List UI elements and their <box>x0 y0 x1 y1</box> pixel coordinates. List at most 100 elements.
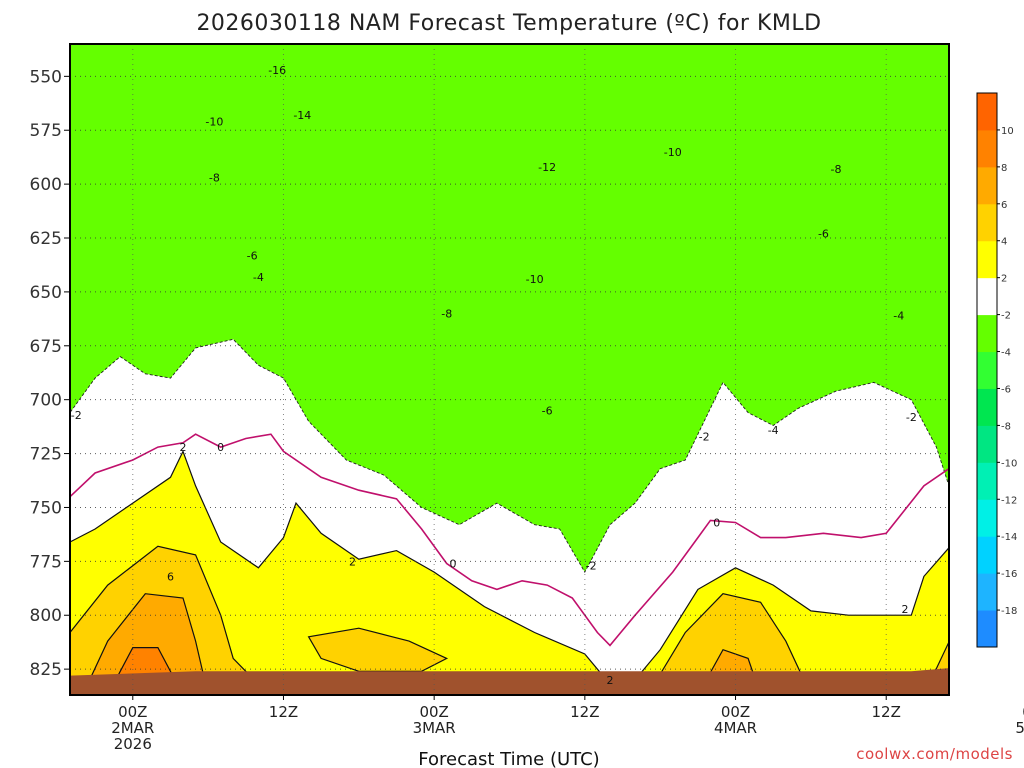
x-tick-label: 00Z <box>419 703 448 721</box>
contour-labels: -16 -14 -10 -12 -10 -8 -8 -6 -6 -4 -10 -8 -4 -6 -2 -2 -4… <box>71 64 917 687</box>
colorbar-frame <box>976 92 998 648</box>
contour-label: 2 <box>180 441 187 454</box>
colorbar-label: -10 <box>1001 458 1017 469</box>
colorbar-label: -16 <box>1001 569 1017 580</box>
region-ge_4_mid <box>646 593 812 695</box>
contour-label-text: -8 <box>209 172 220 185</box>
contour-label-text: -12 <box>538 161 556 174</box>
contour-label: -10 <box>664 146 682 159</box>
terrain-mask <box>70 668 949 695</box>
contour-label: -8 <box>831 163 842 176</box>
contour-label: -8 <box>209 172 220 185</box>
contour-label-text: 0 <box>217 441 224 454</box>
colorbar-label: -12 <box>1001 495 1017 506</box>
colorbar-swatch <box>977 610 997 648</box>
y-tick-label: 825 <box>30 660 62 680</box>
colorbar-label: 4 <box>1001 237 1007 248</box>
contour-label: -6 <box>247 249 258 262</box>
x-axis: 00Z2MAR202612Z00Z3MAR12Z00Z4MAR12Z00Z5MA… <box>111 695 1024 753</box>
x-tick-label: 12Z <box>570 703 599 721</box>
y-tick-label: 800 <box>30 606 62 626</box>
contour-label: 0 <box>217 441 224 454</box>
credit-text: coolwx.com/models <box>856 745 1013 763</box>
contour-label: -4 <box>768 424 779 437</box>
contour-label: -2 <box>71 409 82 422</box>
contour-label-text: -2 <box>906 411 917 424</box>
colorbar-swatch <box>977 499 997 537</box>
contour-label-text: 0 <box>449 558 456 571</box>
y-tick-label: 600 <box>30 175 62 195</box>
contour-label: 2 <box>606 674 613 687</box>
contour-label: 2 <box>902 603 909 616</box>
contour-label: -2 <box>906 411 917 424</box>
contour-label: -8 <box>441 307 452 320</box>
contour-label-text: 0 <box>713 517 720 530</box>
colorbar: -18 -16 -14 -12 -10 -8 -6 -4 -2 2 4 6 8 10 <box>976 92 1017 648</box>
contour-label: 2 <box>349 555 356 568</box>
colorbar-swatch <box>977 425 997 463</box>
colorbar-swatch <box>977 314 997 353</box>
x-tick-label: 5MAR <box>1015 719 1024 737</box>
colorbar-swatch <box>977 129 997 168</box>
colorbar-label: 10 <box>1001 126 1014 137</box>
colorbar-swatch <box>977 203 997 242</box>
y-tick-label: 550 <box>30 67 62 87</box>
contour-label-text: -10 <box>526 273 544 286</box>
contour-label-text: -4 <box>253 271 264 284</box>
contour-label: -10 <box>526 273 544 286</box>
x-axis-label: Forecast Time (UTC) <box>418 749 599 768</box>
contour-label-text: -10 <box>664 146 682 159</box>
contour-label: -16 <box>268 64 286 77</box>
contour-label-text: -2 <box>586 560 597 573</box>
x-tick-label: 3MAR <box>413 719 456 737</box>
contour-label: 0 <box>713 517 720 530</box>
contour-label-text: 6 <box>167 570 174 583</box>
contour-label-text: 2 <box>606 674 613 687</box>
y-tick-label: 575 <box>30 121 62 141</box>
colorbar-label: -14 <box>1001 532 1017 543</box>
zero-contour-line <box>70 433 949 647</box>
contour-label: -14 <box>293 109 311 122</box>
colorbar-label: 2 <box>1001 274 1007 285</box>
plot-area <box>70 44 949 695</box>
x-tick-label: 12Z <box>269 703 298 721</box>
contour-label-text: -8 <box>441 307 452 320</box>
colorbar-swatch <box>977 462 997 500</box>
colorbar-label: -4 <box>1001 348 1011 359</box>
colorbar-swatch <box>977 351 997 389</box>
colorbar-swatch <box>977 388 997 426</box>
y-tick-label: 625 <box>30 229 62 249</box>
y-tick-label: 650 <box>30 283 62 303</box>
grid <box>70 44 949 695</box>
contour-label-text: -4 <box>893 310 904 323</box>
colorbar-label: 8 <box>1001 163 1007 174</box>
chart-title: 2026030118 NAM Forecast Temperature (ºC)… <box>196 11 821 36</box>
x-tick-label: 2026 <box>114 735 152 753</box>
x-tick-label: 4MAR <box>714 719 757 737</box>
contour-label: -4 <box>893 310 904 323</box>
contour-label-text: -6 <box>818 228 829 241</box>
contour-label-text: 2 <box>349 555 356 568</box>
contour-label: -10 <box>205 116 223 129</box>
y-tick-label: 725 <box>30 445 62 465</box>
contour-label-text: -16 <box>268 64 286 77</box>
colorbar-swatch <box>977 240 997 279</box>
contour-label-text: -6 <box>247 249 258 262</box>
contour-label-text: 2 <box>902 603 909 616</box>
colorbar-swatch <box>977 277 997 316</box>
colorbar-label: -2 <box>1001 311 1011 322</box>
colorbar-label: -18 <box>1001 606 1017 617</box>
contour-label: -2 <box>586 560 597 573</box>
contour-label-text: -6 <box>542 404 553 417</box>
y-tick-label: 750 <box>30 498 62 518</box>
x-tick-label: 12Z <box>872 703 901 721</box>
colorbar-swatch <box>977 93 997 131</box>
contour-label: 6 <box>167 570 174 583</box>
contour-label: -4 <box>253 271 264 284</box>
contour-label-text: 2 <box>180 441 187 454</box>
region-ge_6_left <box>81 593 209 695</box>
x-tick-label: 00Z <box>1022 703 1024 721</box>
region-le_-2 <box>70 44 949 574</box>
contour-label-text: -10 <box>205 116 223 129</box>
